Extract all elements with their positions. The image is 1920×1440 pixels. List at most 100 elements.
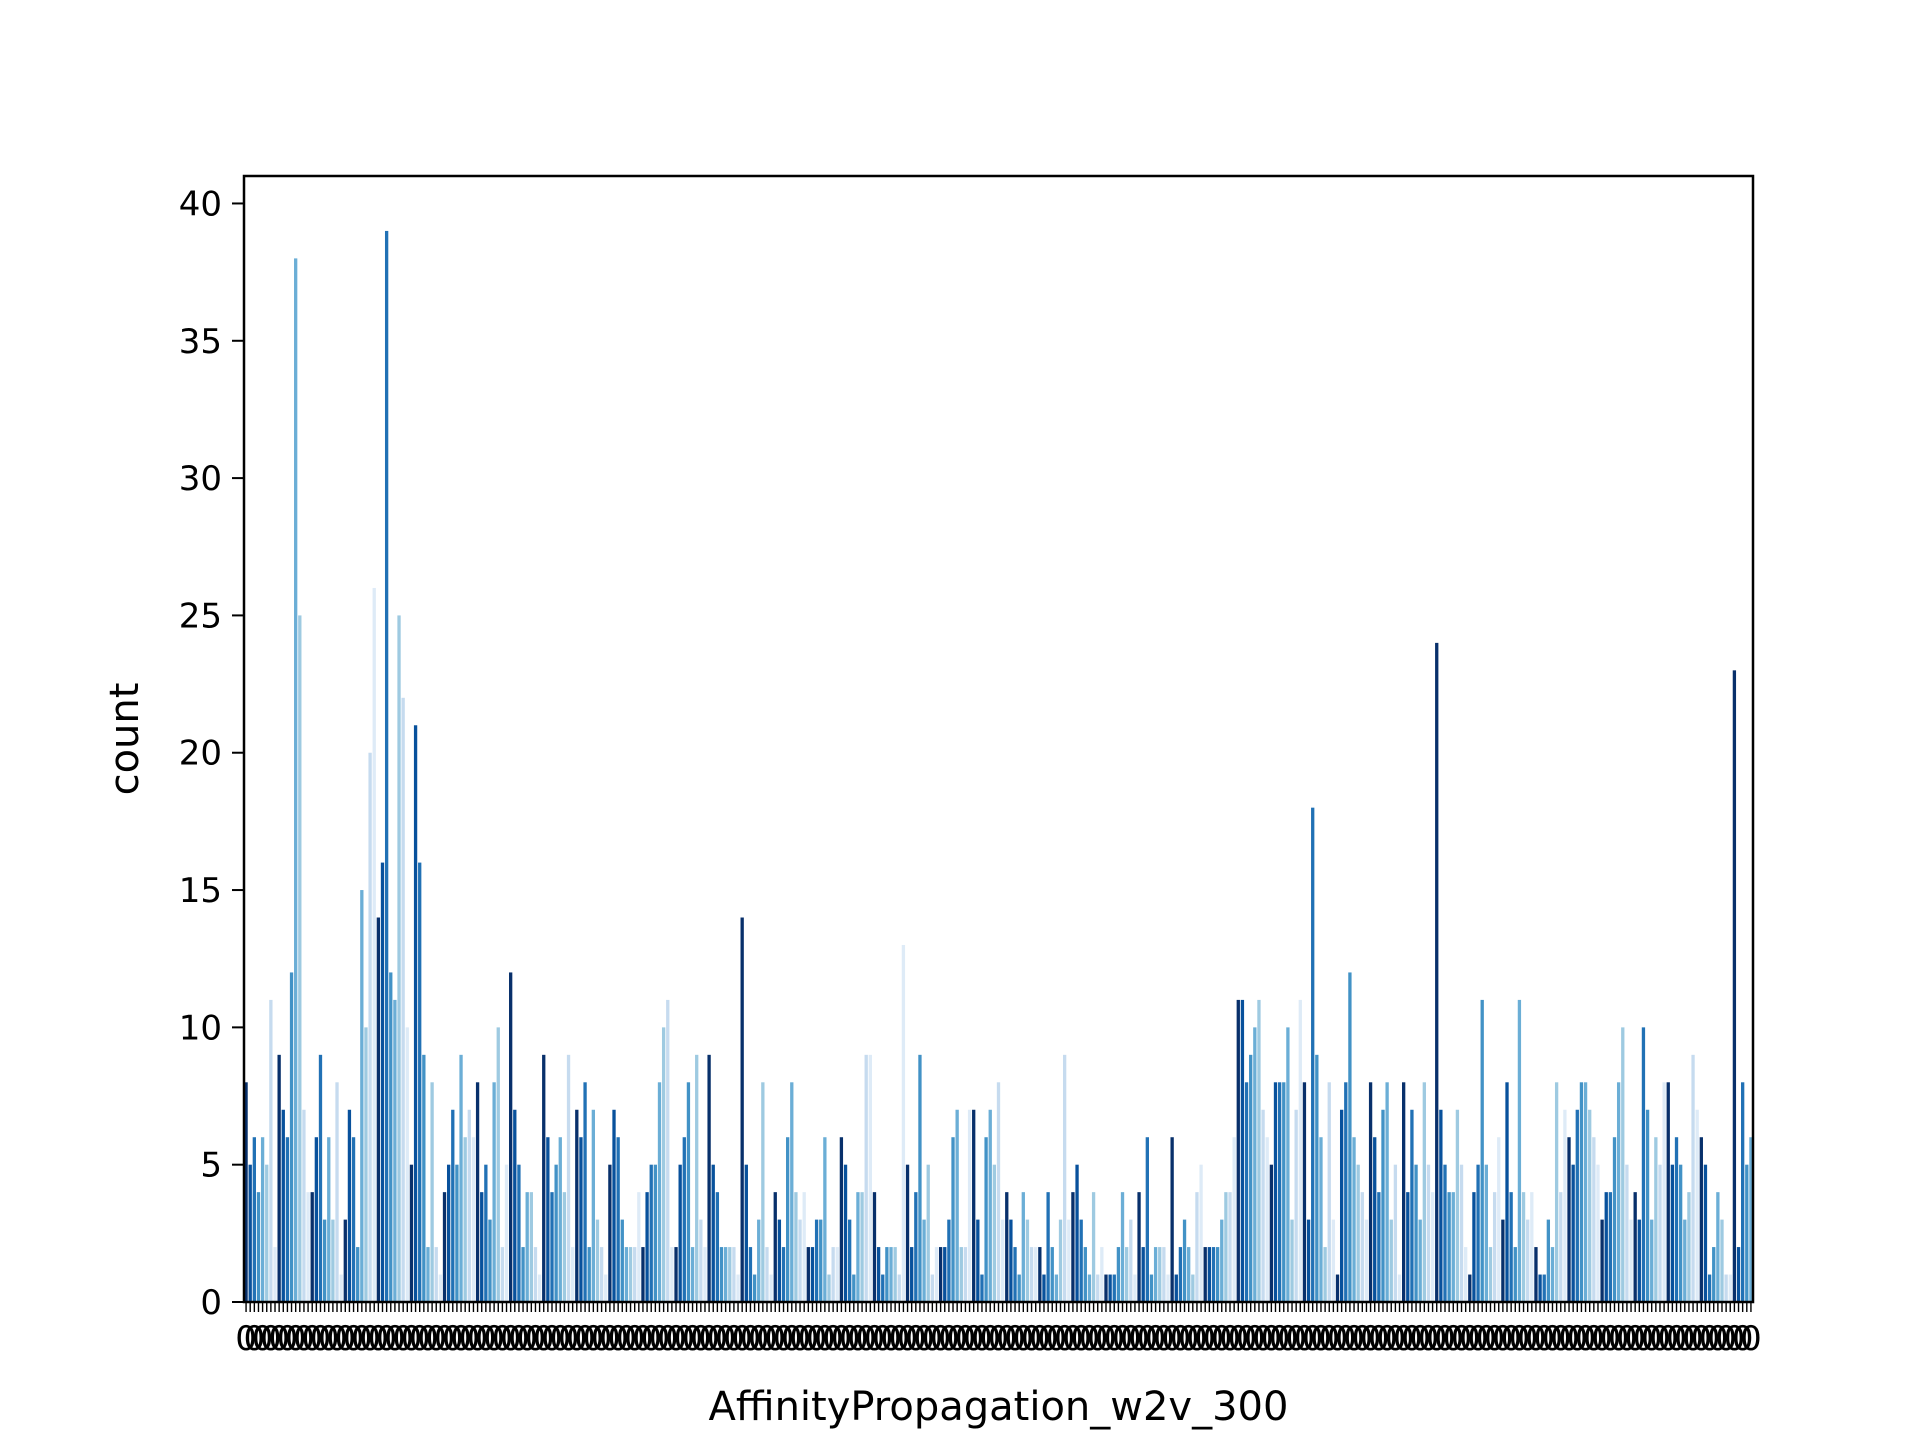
bar bbox=[1670, 1164, 1675, 1302]
bar bbox=[542, 1054, 546, 1302]
x-tick-label: 0 bbox=[1343, 1319, 1365, 1359]
bar bbox=[1162, 1247, 1166, 1302]
bar bbox=[360, 890, 364, 1302]
x-tick-label: 0 bbox=[1087, 1319, 1109, 1359]
bar bbox=[372, 587, 376, 1302]
x-tick-label: 0 bbox=[1128, 1319, 1150, 1359]
bar bbox=[496, 1027, 500, 1302]
x-tick-label: 0 bbox=[1194, 1319, 1216, 1359]
x-tick-label: 0 bbox=[359, 1319, 381, 1359]
bar bbox=[380, 862, 385, 1302]
x-tick-label: 0 bbox=[979, 1319, 1001, 1359]
bar bbox=[872, 1192, 877, 1302]
x-tick-label: 0 bbox=[1451, 1319, 1473, 1359]
x-tick-label: 0 bbox=[855, 1319, 877, 1359]
x-tick-label: 0 bbox=[922, 1319, 944, 1359]
bar bbox=[1220, 1219, 1224, 1302]
bar bbox=[1075, 1164, 1079, 1302]
bar bbox=[1191, 1274, 1195, 1302]
bar bbox=[1005, 1192, 1009, 1302]
bar bbox=[761, 1082, 765, 1302]
bar bbox=[343, 1219, 347, 1302]
bar bbox=[1674, 1137, 1679, 1302]
bar bbox=[409, 1164, 414, 1302]
bar bbox=[1207, 1247, 1211, 1302]
bar bbox=[1691, 1054, 1695, 1302]
bar bbox=[719, 1247, 724, 1302]
x-tick-label: 0 bbox=[1054, 1319, 1076, 1359]
bar bbox=[1306, 1219, 1311, 1302]
bar bbox=[1203, 1247, 1207, 1302]
x-tick-label: 0 bbox=[649, 1319, 671, 1359]
x-tick-label: 0 bbox=[1393, 1319, 1415, 1359]
bar bbox=[571, 1247, 575, 1302]
bar bbox=[781, 1247, 786, 1302]
x-tick-label: 0 bbox=[558, 1319, 580, 1359]
bar bbox=[1240, 999, 1245, 1302]
x-tick-label: 0 bbox=[508, 1319, 530, 1359]
bar bbox=[1079, 1219, 1083, 1302]
bar bbox=[401, 697, 405, 1302]
x-tick-label: 0 bbox=[723, 1319, 745, 1359]
bar bbox=[1373, 1137, 1377, 1302]
x-tick-label: 0 bbox=[988, 1319, 1010, 1359]
bar bbox=[1616, 1082, 1621, 1302]
bar bbox=[1476, 1164, 1480, 1302]
x-tick-label: 0 bbox=[781, 1319, 803, 1359]
bar bbox=[728, 1247, 732, 1302]
x-tick-label: 0 bbox=[1500, 1319, 1522, 1359]
x-tick-label: 0 bbox=[1583, 1319, 1605, 1359]
bar bbox=[1567, 1137, 1571, 1302]
bar bbox=[1013, 1247, 1017, 1302]
bar bbox=[1596, 1164, 1600, 1302]
bar bbox=[364, 1027, 368, 1302]
bar bbox=[670, 1247, 674, 1302]
x-tick-label: 0 bbox=[640, 1319, 662, 1359]
bar bbox=[690, 1247, 695, 1302]
x-tick-label: 0 bbox=[673, 1319, 695, 1359]
bar bbox=[384, 230, 389, 1303]
bar bbox=[1612, 1137, 1617, 1302]
bar bbox=[839, 1137, 844, 1302]
bar bbox=[649, 1164, 653, 1302]
x-tick-label: 0 bbox=[326, 1319, 348, 1359]
bar bbox=[765, 1247, 769, 1302]
x-tick-label: 0 bbox=[715, 1319, 737, 1359]
x-tick-label: 0 bbox=[1070, 1319, 1092, 1359]
bar bbox=[525, 1192, 529, 1302]
x-tick-label: 0 bbox=[1715, 1319, 1737, 1359]
x-tick-label: 0 bbox=[1360, 1319, 1382, 1359]
bar bbox=[1195, 1192, 1199, 1302]
bar bbox=[1054, 1274, 1059, 1302]
bar bbox=[951, 1137, 955, 1302]
x-tick-label: 0 bbox=[425, 1319, 447, 1359]
bar bbox=[703, 1247, 707, 1302]
bar bbox=[707, 1054, 711, 1302]
bar bbox=[831, 1247, 835, 1302]
bar bbox=[1645, 1109, 1650, 1302]
bar bbox=[1116, 1247, 1121, 1302]
bar bbox=[260, 1137, 265, 1302]
x-tick-label: 0 bbox=[483, 1319, 505, 1359]
bar bbox=[1042, 1274, 1046, 1302]
bar bbox=[1141, 1247, 1145, 1302]
bar bbox=[674, 1247, 678, 1302]
bar bbox=[984, 1137, 988, 1302]
bar bbox=[1513, 1247, 1517, 1302]
x-tick-label: 0 bbox=[773, 1319, 795, 1359]
bar bbox=[1418, 1219, 1422, 1302]
bar bbox=[843, 1164, 848, 1302]
x-tick-label: 0 bbox=[268, 1319, 290, 1359]
bar bbox=[996, 1082, 1001, 1302]
bar bbox=[566, 1054, 571, 1302]
bar bbox=[715, 1192, 720, 1302]
bar bbox=[302, 1109, 306, 1302]
bar bbox=[1067, 1219, 1071, 1302]
bar bbox=[752, 1274, 757, 1302]
bar bbox=[947, 1219, 951, 1302]
x-tick-label: 0 bbox=[607, 1319, 629, 1359]
x-tick-label: 0 bbox=[467, 1319, 489, 1359]
bar bbox=[1575, 1109, 1579, 1302]
